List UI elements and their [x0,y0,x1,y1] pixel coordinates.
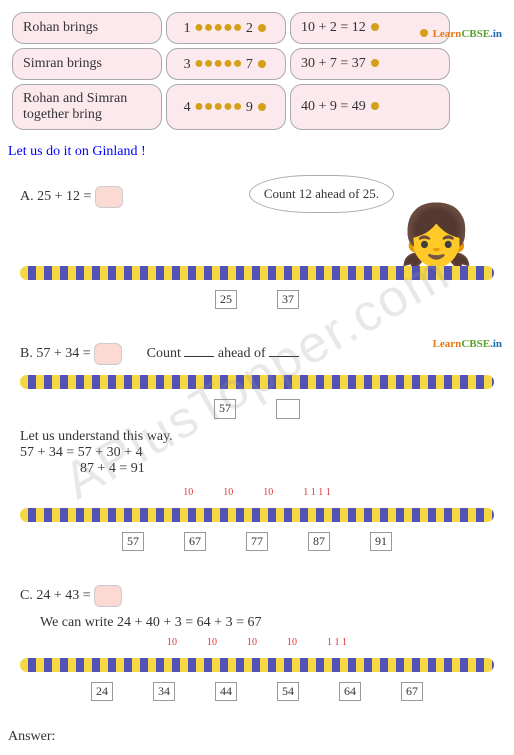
eq-cell: 40 + 9 = 49 [290,84,450,130]
brand-in: .in [490,28,502,40]
who-cell: Rohan and Simran together bring [12,84,162,130]
girl-icon: 👧 [399,200,474,271]
bead-icon [371,59,379,67]
arc-label: 10 [183,487,193,498]
bead-icon [258,103,266,111]
bead-icon [258,24,266,32]
arc-label: 1 1 1 1 [303,487,331,498]
eq-cell: 30 + 7 = 37 [290,48,450,80]
mark: 34 [153,682,175,701]
arc-label: 10 [247,637,257,648]
mark: 24 [91,682,113,701]
brand-cbse: CBSE [461,28,490,40]
mark: 67 [184,532,206,551]
explain-line: 87 + 4 = 91 [80,461,494,477]
equation: 10 + 2 = 12 [301,20,366,35]
explain-line: 57 + 34 = 57 + 30 + 4 [20,445,494,461]
arc-label: 10 [263,487,273,498]
q-label: C. 24 + 43 = [20,588,91,603]
exercise-B: B. 57 + 34 = Count ahead of 57 Let us un… [0,327,514,569]
beads-cell: 1 ●●●●● 2 [166,12,286,44]
fill-blank[interactable] [269,356,299,357]
empty-box[interactable] [276,399,300,419]
table-row: Simran brings 3 ●●●●● 7 30 + 7 = 37 [12,48,450,80]
number-marks: 57 67 77 87 91 [20,532,494,551]
beads-table: Rohan brings 1 ●●●●● 2 10 + 2 = 12 Simra… [8,8,454,134]
question-C: C. 24 + 43 = [20,585,494,607]
bead-group-icon: ●●●●● [194,19,242,36]
ones-count: 7 [246,57,253,72]
arc-label: 10 [287,637,297,648]
bead-line [20,266,494,280]
explain-line: We can write 24 + 40 + 3 = 64 + 3 = 67 [40,615,494,631]
bead-icon [371,102,379,110]
ones-count: 9 [246,100,253,115]
mark: 67 [401,682,423,701]
arc-label: 10 [167,637,177,648]
beads-cell: 4 ●●●●● 9 [166,84,286,130]
bead-icon [258,60,266,68]
tens-count: 3 [184,57,191,72]
bead-group-icon: ●●●●● [194,98,242,115]
brand-logo: LearnCBSE.in [418,28,502,40]
mark: 44 [215,682,237,701]
answer-label: Answer: [8,729,506,745]
who-cell: Rohan brings [12,12,162,44]
bead-line [20,658,494,672]
mark: 54 [277,682,299,701]
ones-count: 2 [246,21,253,36]
mark: 37 [277,290,299,309]
prompt-text: Let us do it on Ginland ! [8,144,506,160]
exercise-A: Count 12 ahead of 25. 👧 A. 25 + 12 = 25 … [0,170,514,327]
hint-text: Count [147,346,181,361]
mark: 57 [122,532,144,551]
answer-box[interactable] [94,343,122,365]
brand-learn: Learn [433,28,462,40]
arc-label: 10 [223,487,233,498]
number-marks: 25 37 [20,290,494,309]
mark: 25 [215,290,237,309]
bead-icon [371,23,379,31]
speech-bubble: Count 12 ahead of 25. [249,175,394,213]
jump-arcs: 10 10 10 1 1 1 1 [20,487,494,498]
mark: 87 [308,532,330,551]
mark: 77 [246,532,268,551]
explanation: Let us understand this way. 57 + 34 = 57… [20,429,494,477]
question-B: B. 57 + 34 = Count ahead of [20,343,494,365]
tens-count: 4 [184,100,191,115]
q-label: B. 57 + 34 = [20,346,91,361]
equation: 30 + 7 = 37 [301,56,366,71]
beads-cell: 3 ●●●●● 7 [166,48,286,80]
equation: 40 + 9 = 49 [301,99,366,114]
mark: 57 [214,399,236,419]
explain-line: Let us understand this way. [20,429,494,445]
exercise-C: C. 24 + 43 = We can write 24 + 40 + 3 = … [0,569,514,719]
answer-box[interactable] [95,186,123,208]
answer-box[interactable] [94,585,122,607]
fill-blank[interactable] [184,356,214,357]
q-label: A. 25 + 12 = [20,189,91,204]
table-row: Rohan brings 1 ●●●●● 2 10 + 2 = 12 [12,12,450,44]
jump-arcs: 10 10 10 10 1 1 1 [20,637,494,648]
bead-line [20,375,494,389]
tens-count: 1 [184,21,191,36]
number-marks: 57 [20,399,494,419]
hint-text: ahead of [218,346,266,361]
bead-line [20,508,494,522]
table-row: Rohan and Simran together bring 4 ●●●●● … [12,84,450,130]
arc-label: 1 1 1 [327,637,347,648]
number-marks: 24 34 44 54 64 67 [20,682,494,701]
mark: 64 [339,682,361,701]
bead-group-icon: ●●●●● [194,55,242,72]
who-cell: Simran brings [12,48,162,80]
dot-icon [420,29,428,37]
mark: 91 [370,532,392,551]
arc-label: 10 [207,637,217,648]
